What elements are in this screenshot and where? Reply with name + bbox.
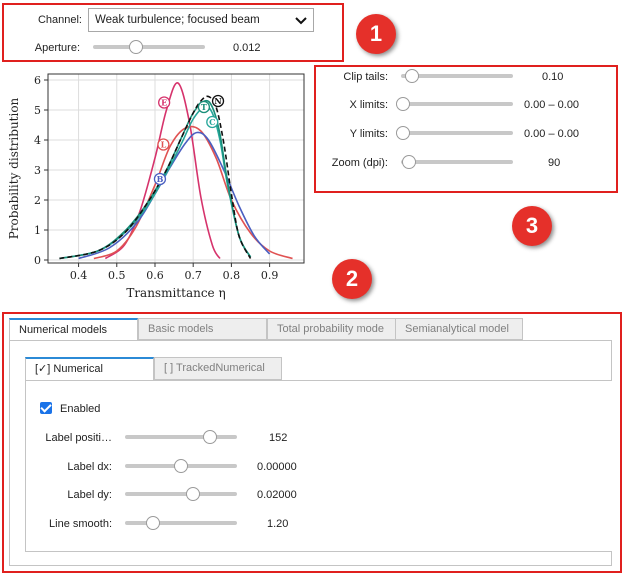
subtab-numerical[interactable]: [✓] Numerical [25,357,154,381]
x-limits-label: X limits: [349,99,389,111]
y-tick-label: 0 [34,254,41,267]
line-smooth-label: Line smooth: [49,518,112,530]
label-dy-slider-track[interactable] [125,492,237,496]
series-marker-label-c: C [209,117,215,127]
channel-select-value: Weak turbulence; focused beam [95,14,260,26]
subtab-tracked-numerical[interactable]: [ ] TrackedNumerical [154,357,282,380]
x-tick-label: 0.4 [70,269,88,282]
x-limits-value: 0.00 – 0.00 [524,99,580,111]
line-smooth-value: 1.20 [267,518,289,530]
x-tick-label: 0.7 [184,269,202,282]
aperture-slider-handle[interactable] [129,40,143,54]
plot-area [48,74,304,263]
x-limits-slider-track[interactable] [401,102,513,106]
chevron-down-icon [295,17,307,25]
x-axis-label: Transmittance η [126,286,225,300]
y-tick-label: 3 [34,164,41,177]
y-tick-label: 2 [34,194,41,207]
series-marker-label-n: N [214,96,221,106]
enabled-checkbox[interactable] [40,402,52,414]
label-dy-label: Label dy: [67,489,112,501]
badge-1: 1 [356,14,396,54]
clip-tails-value: 0.10 [542,71,564,83]
line-smooth-slider-track[interactable] [125,521,237,525]
aperture-label: Aperture: [34,42,80,54]
y-tick-label: 5 [34,104,41,117]
x-limits-slider-handle[interactable] [396,97,410,111]
series-line-b [78,131,271,260]
series-line-l [93,125,293,260]
probability-distribution-chart: 0.4 0.5 0.6 0.7 0.8 0.9 0 1 2 3 4 5 6 Transmittance η… [7,73,305,300]
badge-3: 3 [512,206,552,246]
models-highlight [2,312,622,573]
y-tick-label: 6 [34,74,41,87]
series-marker-b [153,172,167,186]
enabled-label: Enabled [60,403,101,415]
series-line-n [59,95,252,260]
label-position-slider-handle[interactable] [203,430,217,444]
clip-tails-label: Clip tails: [343,71,388,83]
tab-total-probability-model[interactable]: Total probability mode [267,318,396,340]
tab-semianalytical-model[interactable]: Semianalytical model [395,318,523,340]
x-tick-label: 0.9 [261,269,279,282]
series-marker-label-e: E [161,98,167,108]
aperture-value: 0.012 [233,42,261,54]
aperture-slider-track[interactable] [93,45,205,49]
y-limits-slider-handle[interactable] [396,126,410,140]
tab-basic-models[interactable]: Basic models [138,318,267,340]
clip-tails-slider-track[interactable] [401,74,513,78]
zoom-slider-handle[interactable] [402,155,416,169]
y-limits-value: 0.00 – 0.00 [524,128,580,140]
zoom-label: Zoom (dpi): [331,157,388,169]
series-marker-label-t: T [201,102,207,112]
series-marker-label-b: B [157,174,164,184]
numerical-subpanel [25,380,612,552]
clip-tails-slider-handle[interactable] [405,69,419,83]
x-tick-label: 0.6 [146,269,164,282]
series-line-e [104,82,221,260]
zoom-slider-track[interactable] [401,160,513,164]
line-smooth-slider-handle[interactable] [146,516,160,530]
series-marker-l [157,138,170,151]
y-limits-label: Y limits: [349,128,388,140]
label-dx-value: 0.00000 [257,461,297,473]
zoom-value: 90 [548,157,561,169]
x-tick-label: 0.8 [223,269,241,282]
tab-numerical-models[interactable]: Numerical models [9,318,138,341]
label-dx-label: Label dx: [67,461,112,473]
y-limits-slider-track[interactable] [401,131,513,135]
label-position-label: Label positi… [45,432,112,444]
label-dy-value: 0.02000 [257,489,297,501]
channel-select[interactable]: Weak turbulence; focused beam [88,8,314,32]
label-position-value: 152 [269,432,288,444]
badge-2: 2 [332,259,372,299]
series-marker-label-l: L [161,140,167,150]
channel-settings-highlight [2,3,344,62]
label-dy-slider-handle[interactable] [186,487,200,501]
series-marker-n [211,94,225,108]
y-tick-label: 1 [34,224,41,237]
label-dx-slider-handle[interactable] [174,459,188,473]
channel-label: Channel: [37,14,82,26]
x-tick-label: 0.5 [108,269,126,282]
y-tick-label: 4 [34,134,41,147]
label-position-slider-track[interactable] [125,435,237,439]
series-marker-t [197,100,211,114]
y-axis-label: Probability distribution [7,97,21,239]
series-marker-c [206,115,219,129]
series-marker-e [158,96,171,109]
plot-frame [47,73,305,264]
plot-settings-highlight [314,65,618,193]
